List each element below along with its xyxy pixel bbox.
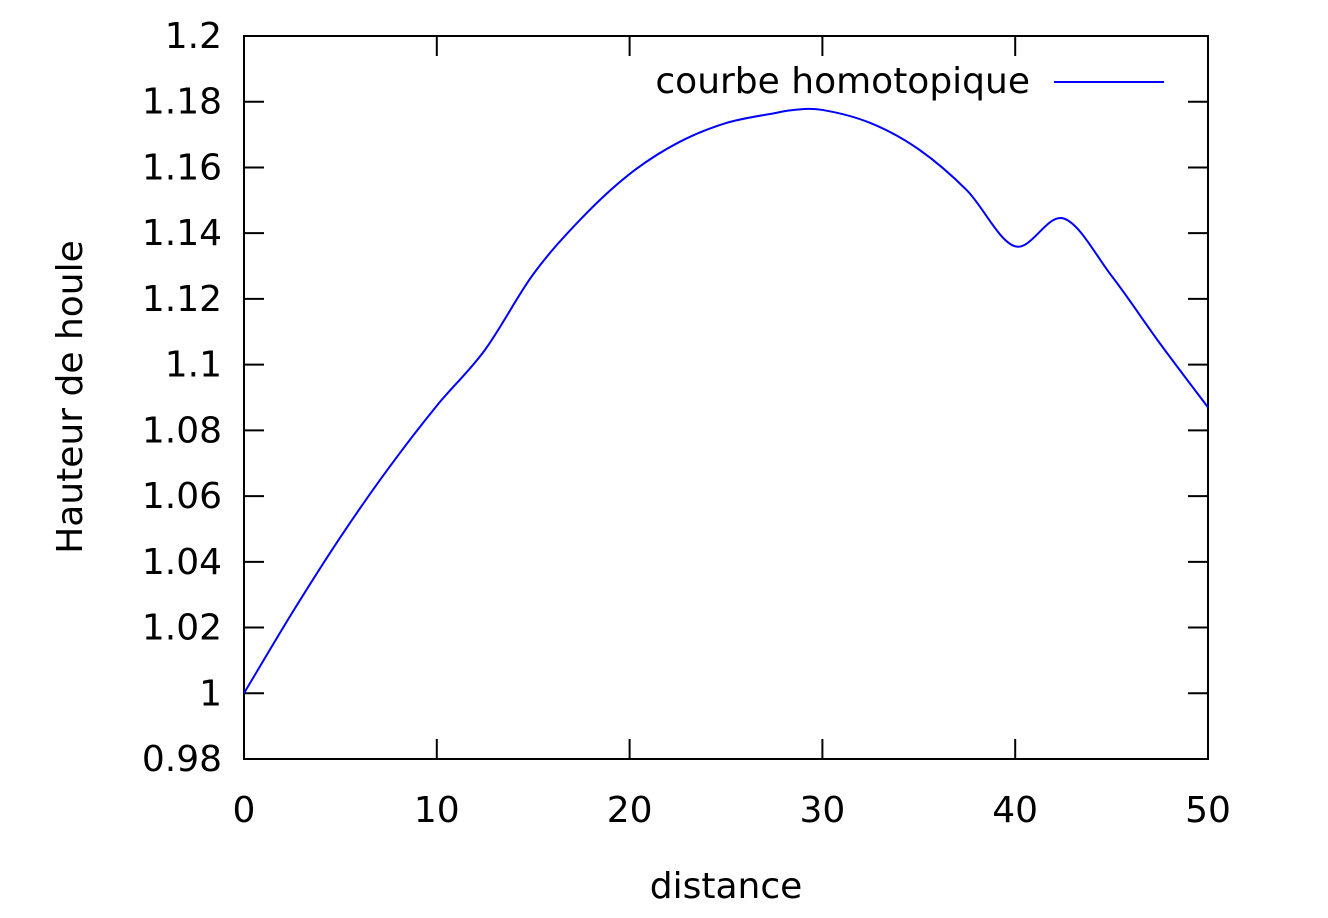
y-tick-label: 1.02	[142, 608, 222, 649]
y-tick-label: 1	[199, 673, 222, 714]
y-axis-label: Hauteur de houle	[50, 240, 91, 554]
legend: courbe homotopique	[655, 61, 1164, 102]
y-tick-label: 1.12	[142, 279, 222, 320]
series-line	[243, 107, 1209, 694]
x-axis-ticks	[243, 36, 1209, 759]
y-tick-label: 1.14	[142, 213, 222, 254]
y-tick-label: 1.18	[142, 82, 222, 123]
x-tick-label: 0	[233, 790, 256, 831]
y-tick-label: 1.04	[142, 542, 222, 583]
x-axis-tick-labels: 0 10 20 30 40 50	[233, 790, 1231, 831]
series-group	[243, 107, 1209, 694]
x-tick-label: 10	[414, 790, 460, 831]
x-tick-label: 40	[992, 790, 1038, 831]
y-tick-label: 1.16	[142, 147, 222, 188]
y-axis-tick-labels: 0.98 1 1.02 1.04 1.06 1.08 1.1 1.12 1.14 1.16 1.18…	[142, 16, 222, 780]
legend-label: courbe homotopique	[655, 61, 1030, 102]
plot-area	[243, 35, 1209, 760]
y-tick-label: 1.2	[165, 16, 222, 57]
y-tick-label: 0.98	[142, 739, 222, 780]
x-tick-label: 20	[607, 790, 653, 831]
x-tick-label: 30	[799, 790, 845, 831]
plot-frame	[243, 35, 1209, 760]
y-tick-label: 1.08	[142, 410, 222, 451]
x-tick-label: 50	[1185, 790, 1231, 831]
y-tick-label: 1.06	[142, 476, 222, 517]
y-axis-ticks	[244, 35, 1208, 760]
y-tick-label: 1.1	[165, 345, 222, 386]
x-axis-label: distance	[650, 866, 803, 907]
